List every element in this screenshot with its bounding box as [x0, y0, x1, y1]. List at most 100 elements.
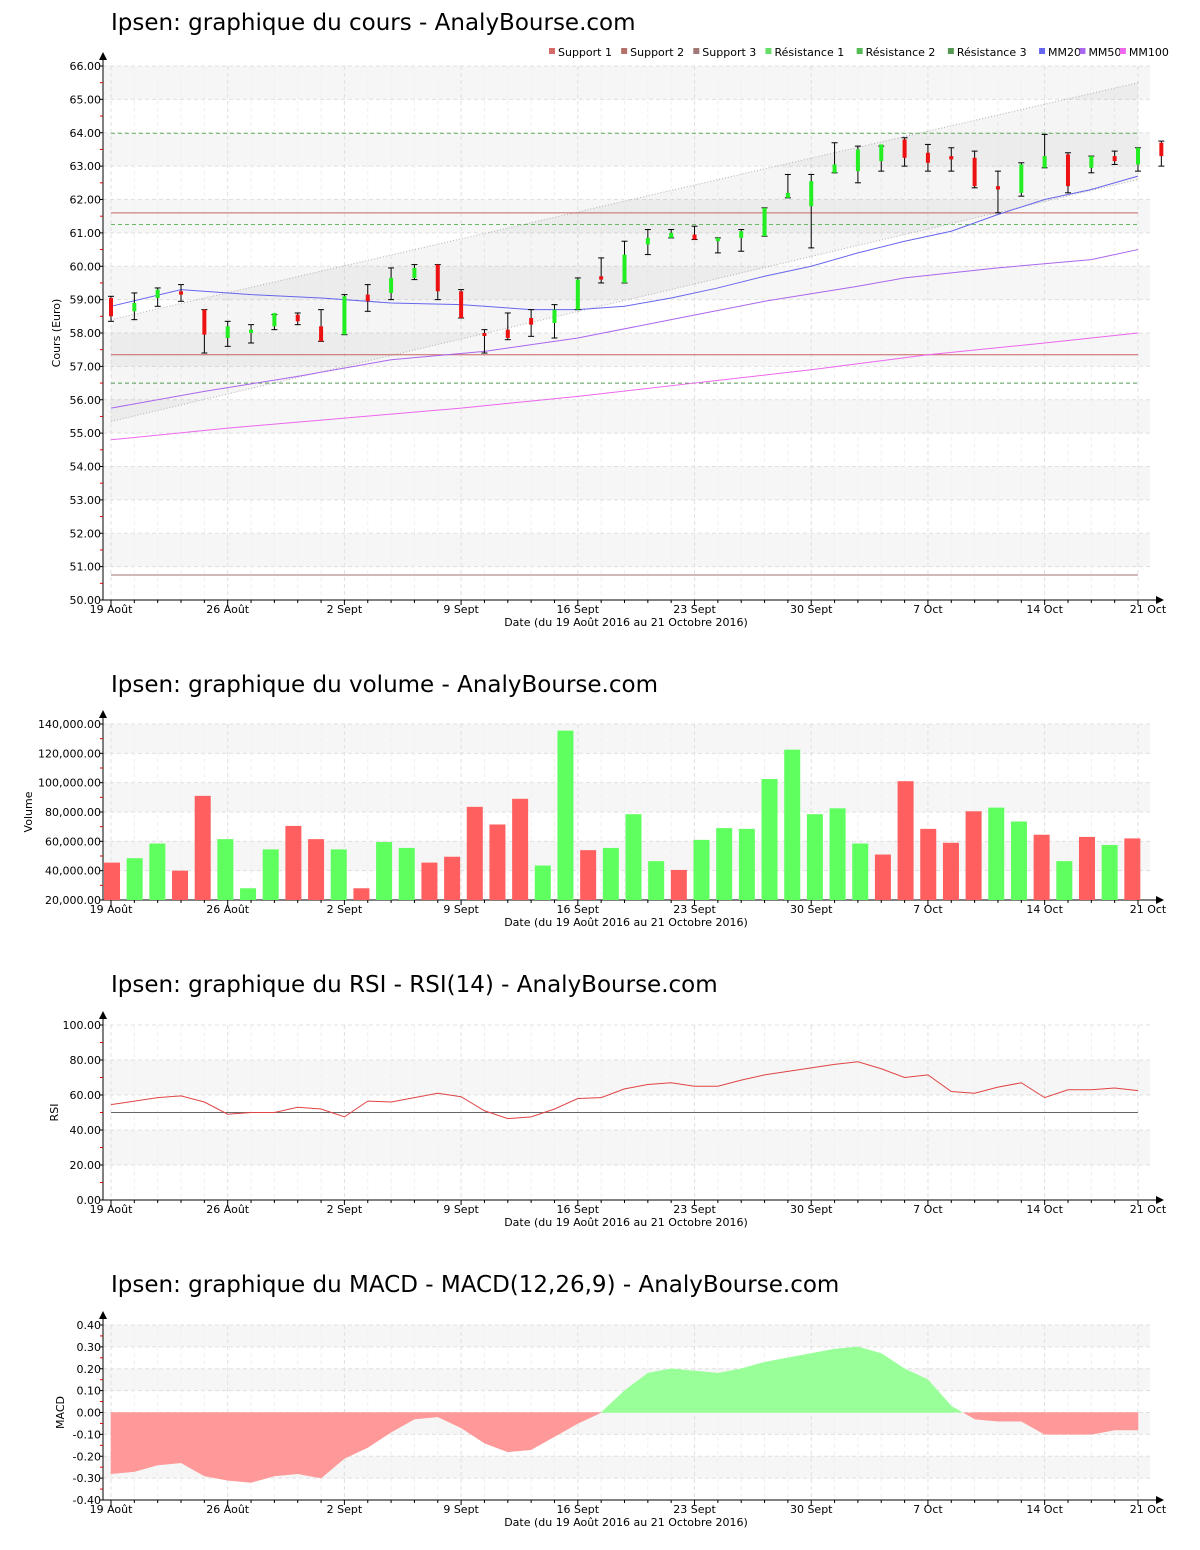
candlestick [574, 277, 581, 311]
x-tick-label: 19 Août [90, 1503, 134, 1516]
candlestick [224, 320, 231, 347]
volume-chart: 20,000.00 40,000.00 60,000.00 80,000.00 100,… [22, 710, 1167, 929]
x-tick-label: 23 Sept [673, 1503, 716, 1516]
grid-band [103, 1130, 1150, 1165]
volume-bar [670, 869, 687, 900]
x-tick-label: 30 Sept [790, 1203, 833, 1216]
candlestick [178, 284, 185, 302]
macd-area [157, 1412, 182, 1466]
y-tick-label: 20,000.00 [45, 894, 101, 907]
volume-bar [353, 888, 370, 900]
volume-bar [285, 825, 302, 900]
macd-area [110, 1412, 135, 1475]
moving-average-line [110, 332, 1139, 441]
candlestick [621, 240, 628, 284]
volume-bar [1101, 845, 1118, 900]
x-tick-label: 19 Août [90, 903, 134, 916]
macd-area [530, 1412, 555, 1451]
legend-item: MM20 [1039, 46, 1081, 59]
y-tick-label: -0.20 [73, 1450, 101, 1463]
y-tick-label: 53.00 [70, 494, 102, 507]
volume-bar [262, 849, 279, 900]
x-axis-arrow-icon [1156, 1196, 1164, 1204]
macd-area [694, 1370, 719, 1413]
svg-text:Support 2: Support 2 [630, 46, 684, 59]
candlestick [1135, 147, 1141, 172]
x-tick-label: 23 Sept [673, 603, 716, 616]
candlestick [808, 173, 815, 249]
macd-area [227, 1412, 252, 1483]
macd-area [577, 1412, 602, 1424]
legend-item: Résistance 3 [947, 46, 1027, 59]
macd-area [367, 1412, 392, 1448]
x-tick-label: 7 Oct [913, 1203, 943, 1216]
y-tick-label: 20.00 [70, 1159, 102, 1172]
volume-bar [421, 862, 438, 900]
rsi-chart: 0.00 20.00 40.00 60.00 80.00 100.00 19 Août 26 … [48, 1011, 1167, 1229]
candlestick [831, 142, 838, 174]
candlestick [878, 144, 885, 172]
x-tick-label: 14 Oct [1026, 1203, 1063, 1216]
volume-bar [330, 849, 347, 900]
volume-bar [761, 779, 778, 900]
y-tick-label: 64.00 [70, 127, 102, 140]
x-tick-label: 2 Sept [327, 1203, 363, 1216]
y-tick-label: -0.30 [73, 1472, 101, 1485]
volume-bar [512, 798, 529, 900]
volume-bar [534, 865, 551, 900]
y-tick-label: 59.00 [70, 294, 102, 307]
candlestick [948, 147, 955, 172]
legend-item: MM100 [1119, 46, 1169, 59]
trend-line [110, 178, 1139, 422]
y-tick-label: -0.10 [73, 1428, 101, 1441]
svg-text:Support 3: Support 3 [702, 46, 756, 59]
candlestick [411, 264, 418, 281]
candlestick [271, 312, 278, 331]
moving-average-line [110, 249, 1139, 409]
macd-area [740, 1361, 765, 1413]
x-axis-label: Date (du 19 Août 2016 au 21 Octobre 2016… [504, 1516, 748, 1529]
x-axis-arrow-icon [1156, 1496, 1164, 1504]
x-tick-label: 7 Oct [913, 603, 943, 616]
volume-bar [466, 806, 483, 900]
volume-bar [1078, 836, 1095, 900]
candlestick [1041, 133, 1048, 169]
macd-area [647, 1368, 672, 1413]
y-axis-arrow-icon [99, 1011, 107, 1019]
y-tick-label: 40.00 [70, 1124, 102, 1137]
macd-area [507, 1412, 532, 1453]
x-axis-arrow-icon [1156, 896, 1164, 904]
y-tick-label: 66.00 [70, 60, 102, 73]
x-tick-label: 23 Sept [673, 1203, 716, 1216]
candlestick [854, 145, 861, 184]
candlestick [668, 229, 675, 239]
candlestick [714, 237, 721, 254]
legend-item: Résistance 2 [856, 46, 936, 59]
svg-text:Support 1: Support 1 [558, 46, 612, 59]
candlestick [994, 170, 1001, 214]
macd-area [484, 1412, 509, 1453]
candlestick [108, 295, 114, 322]
moving-average-line [110, 175, 1139, 311]
x-tick-label: 26 Août [206, 1503, 250, 1516]
y-tick-label: 100,000.00 [38, 777, 101, 790]
volume-bar [965, 811, 982, 900]
volume-bar [398, 847, 415, 900]
x-tick-label: 14 Oct [1026, 903, 1063, 916]
y-tick-label: 40,000.00 [45, 865, 101, 878]
rsi-chart-title: Ipsen: graphique du RSI - RSI(14) - Anal… [111, 972, 718, 998]
volume-bar [602, 847, 619, 900]
svg-text:Résistance 2: Résistance 2 [866, 46, 936, 59]
macd-area [460, 1412, 485, 1444]
macd-area [250, 1412, 275, 1483]
candlestick [644, 229, 651, 256]
macd-area [787, 1353, 812, 1413]
candlestick [504, 312, 511, 341]
y-tick-label: 52.00 [70, 527, 102, 540]
x-tick-label: 23 Sept [673, 903, 716, 916]
y-tick-label: 61.00 [70, 227, 102, 240]
volume-bar [897, 781, 914, 900]
volume-bar [489, 824, 506, 900]
candlestick [131, 292, 138, 321]
y-tick-label: 60,000.00 [45, 835, 101, 848]
